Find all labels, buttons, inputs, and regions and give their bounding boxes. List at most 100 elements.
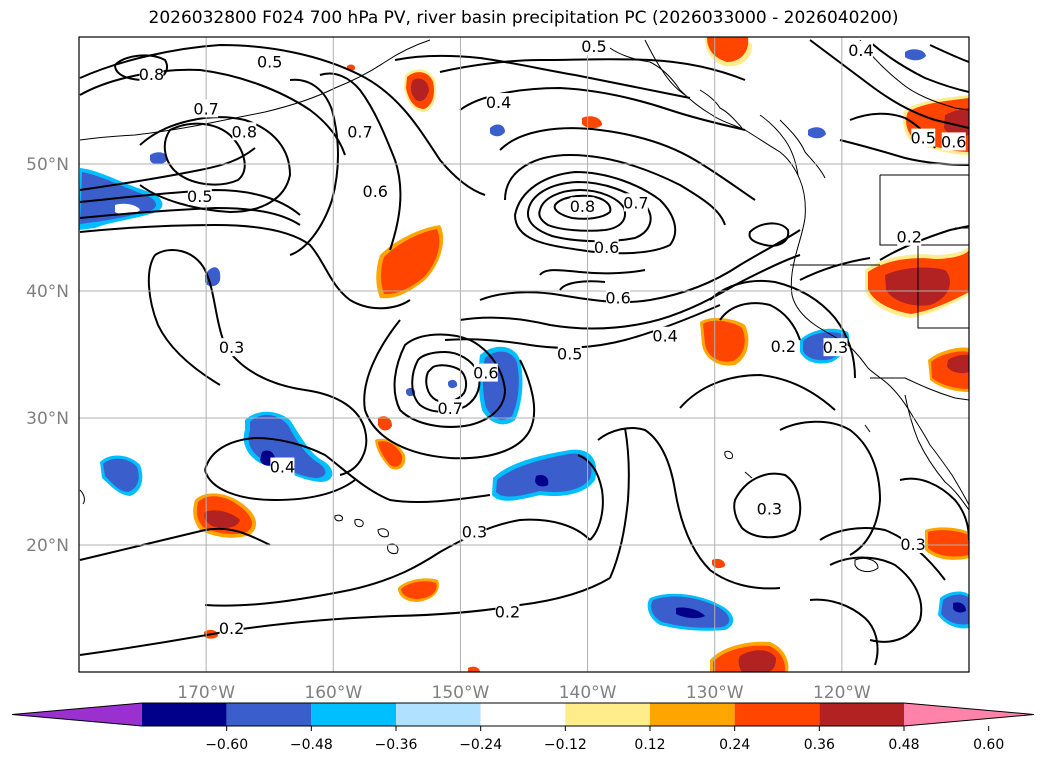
colorbar-tick-label: −0.60 (205, 737, 248, 753)
pv-contour (425, 364, 468, 403)
pv-contour (809, 39, 969, 129)
colorbar-segment (650, 703, 735, 726)
contour-label-halo (606, 288, 631, 307)
map-title: 2026032800 F024 700 hPa PV, river basin … (148, 8, 899, 28)
pv-contour (559, 280, 606, 291)
pv-contour (709, 279, 856, 379)
pv-contour (869, 41, 969, 93)
precip-blob (401, 581, 437, 599)
contour-label-halo (771, 336, 796, 355)
longitude-label: 140°W (559, 683, 617, 703)
colorbar: −0.60 −0.48 −0.36 −0.24 −0.12 0.12 0.24 0.36 0.4… (11, 702, 1035, 753)
contour-label-halo (270, 457, 295, 476)
coastline (779, 119, 826, 179)
precip-blob (150, 152, 168, 165)
coastline (644, 39, 686, 96)
pv-contour (411, 350, 481, 413)
pv-contour (204, 469, 356, 502)
pv-contour (319, 72, 402, 251)
pv-contour (829, 556, 923, 643)
pv-contour (79, 43, 486, 196)
contour-label-halo (901, 535, 926, 553)
island (864, 424, 871, 433)
contour-label-halo (438, 399, 463, 418)
precip-blob (410, 78, 429, 102)
pv-contour (929, 44, 969, 63)
contour-label-halo (823, 338, 848, 357)
precip-blob (808, 127, 826, 139)
contour-label-halo (848, 40, 873, 59)
longitude-label: 150°W (432, 683, 490, 703)
pv-contour (499, 127, 756, 201)
island (744, 471, 753, 479)
contour-label-halo (219, 618, 244, 637)
precip-blob (535, 475, 549, 487)
pv-contour (553, 194, 612, 220)
border (870, 377, 969, 401)
longitude-label: 170°W (177, 683, 235, 703)
pv-contour-label: 0.5 (257, 52, 282, 71)
pv-contour (899, 477, 969, 541)
pv-contour-label: 0.6 (941, 132, 966, 151)
pv-contour-label: 0.4 (652, 327, 677, 346)
contour-label-halo (473, 363, 498, 382)
contour-label-halo (941, 132, 966, 151)
pv-contour (393, 333, 507, 428)
pv-contour-label: 0.6 (363, 182, 388, 201)
latitude-labels: 50°N 40°N 30°N 20°N (26, 155, 69, 556)
pv-contour (204, 436, 491, 504)
pv-contour (799, 257, 871, 281)
pv-contour (609, 427, 630, 579)
pv-contour (597, 427, 781, 590)
pv-contour-label: 0.5 (557, 345, 582, 364)
pv-contour (289, 78, 339, 256)
precip-blob (738, 650, 776, 672)
contour-label-halo (363, 181, 388, 200)
longitude-label: 160°W (304, 683, 362, 703)
pv-contour-label: 0.8 (570, 197, 595, 216)
plot-frame (78, 36, 970, 673)
latitude-label: 30°N (26, 409, 69, 429)
contour-label-halo (257, 52, 282, 71)
island (334, 514, 343, 522)
pv-contour-label: 0.4 (848, 41, 873, 60)
pv-contour-label: 0.7 (623, 193, 648, 212)
precip-blob (468, 666, 480, 672)
negative-precip-anomalies (79, 49, 969, 631)
pv-contour (719, 302, 801, 341)
colorbar-segment (396, 703, 481, 726)
colorbar-segment (226, 703, 312, 726)
precip-blob (947, 354, 969, 374)
pv-contour (79, 527, 271, 561)
island (724, 450, 733, 460)
pv-contour-label: 0.3 (462, 522, 487, 541)
contour-label-halo (570, 197, 595, 216)
precip-blob (707, 37, 749, 62)
longitude-labels: 170°W 160°W 150°W 140°W 130°W 120°W (177, 683, 871, 703)
pv-contour (79, 188, 301, 216)
pv-contour (459, 254, 801, 330)
pv-contour (154, 249, 368, 476)
precip-blob (928, 530, 969, 557)
colorbar-segment (480, 703, 566, 726)
pv-contour (809, 598, 879, 666)
pv-contour-label: 0.8 (139, 65, 164, 84)
colorbar-segment (311, 703, 396, 726)
island (854, 557, 879, 573)
contour-label-halo (653, 326, 678, 345)
precip-blob (115, 203, 140, 215)
pv-contour (526, 180, 652, 243)
precip-blob (448, 379, 458, 389)
plot-area: 0.8 0.5 0.7 0.8 0.7 0.5 0.6 0.5 0.4 0.4 0.8 0.7 0.6 0… (79, 37, 969, 672)
contour-label-halo (757, 499, 782, 518)
precip-blob (378, 441, 403, 467)
contour-label-halo (347, 122, 372, 141)
precip-blob (582, 116, 602, 129)
contour-label-halo (139, 65, 164, 84)
contour-label-halo (232, 122, 257, 141)
pv-contour-label: 0.8 (232, 122, 257, 141)
pv-contour-label: 0.3 (823, 338, 848, 357)
pv-contour-label: 0.5 (187, 187, 212, 206)
colorbar-segment (819, 703, 904, 726)
